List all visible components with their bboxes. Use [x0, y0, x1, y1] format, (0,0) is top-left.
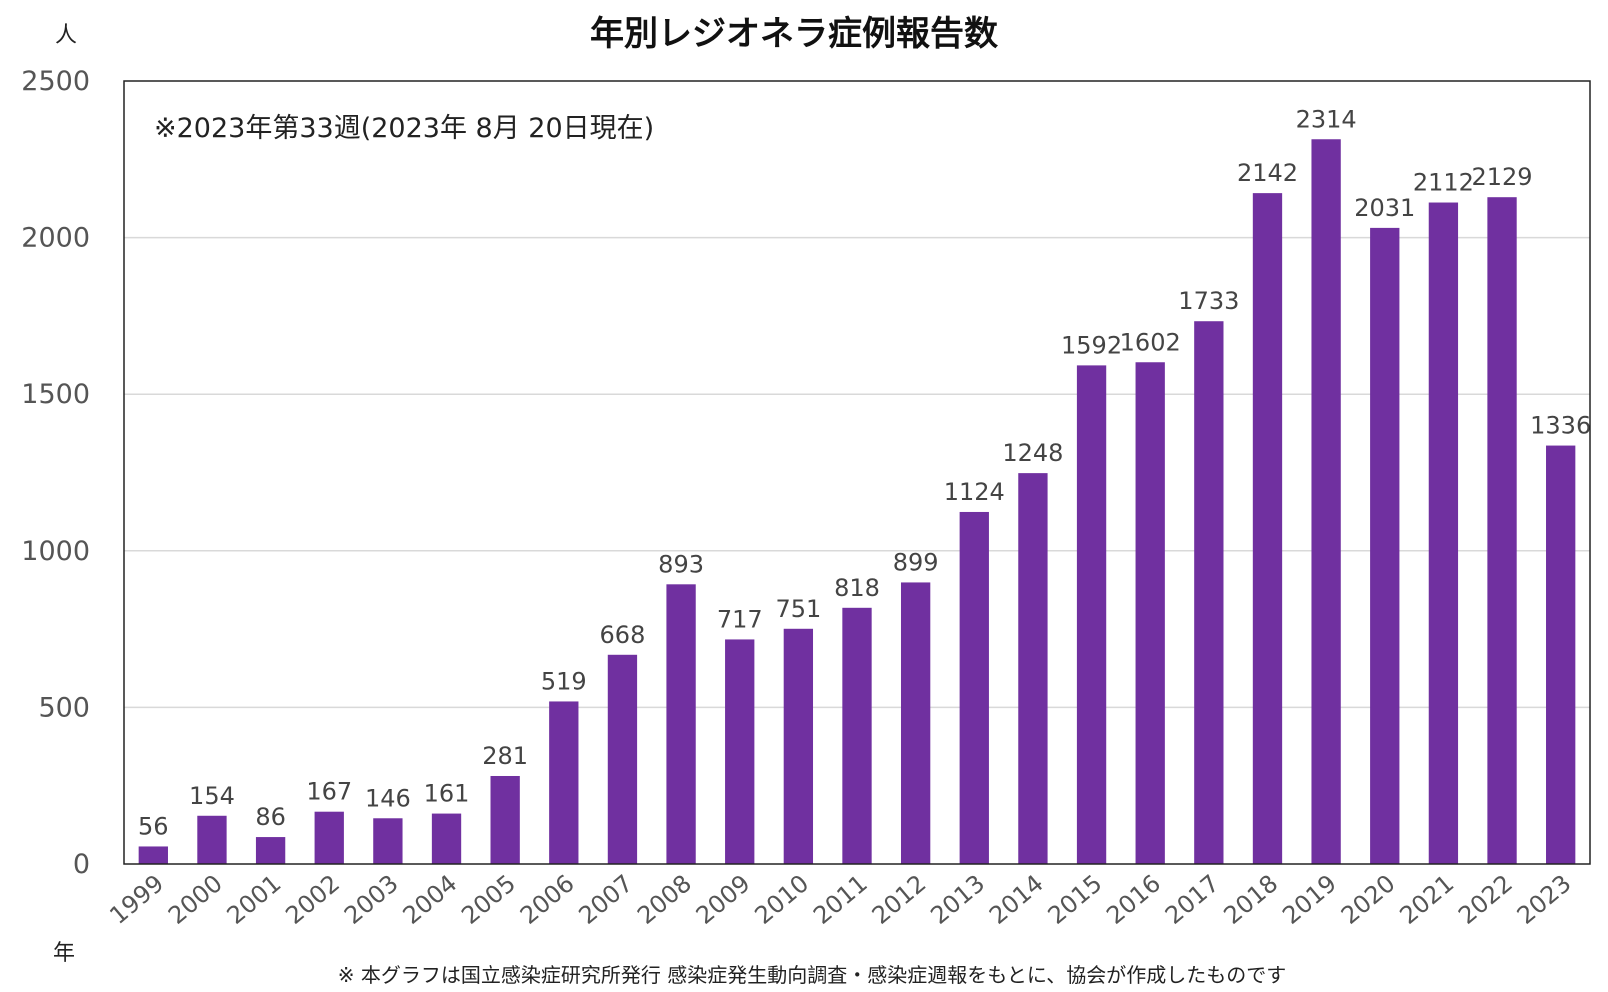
x-tick-label: 2005 — [456, 869, 521, 930]
x-tick-label: 2004 — [398, 869, 463, 930]
x-tick-label: 2009 — [691, 869, 756, 930]
chart-note: ※2023年第33週(2023年 8月 20日現在) — [154, 113, 654, 144]
bar-2016 — [1135, 362, 1165, 864]
bar-2023 — [1546, 445, 1576, 864]
y-axis-ticks: 0 500 1000 1500 2000 2500 — [21, 66, 90, 880]
bar-2002 — [314, 811, 344, 864]
x-tick-label: 2007 — [574, 869, 639, 930]
bar-2008 — [666, 584, 696, 864]
x-tick-label: 2017 — [1160, 869, 1225, 930]
data-label-2020: 2031 — [1354, 194, 1415, 222]
chart-title: 年別レジオネラ症例報告数 — [590, 14, 998, 54]
bar-2021 — [1428, 202, 1459, 864]
bar-2022 — [1487, 197, 1517, 864]
data-label-2014: 1248 — [1002, 439, 1063, 467]
bar-2011 — [842, 607, 872, 864]
x-tick-label: 2014 — [984, 869, 1049, 930]
y-tick-label: 0 — [73, 849, 90, 880]
x-tick-label: 2012 — [867, 869, 932, 930]
x-tick-label: 2003 — [339, 869, 404, 930]
bar-2020 — [1370, 227, 1400, 864]
x-tick-label: 2021 — [1394, 869, 1459, 930]
data-label-2004: 161 — [424, 780, 470, 808]
y-tick-label: 2500 — [21, 66, 90, 97]
x-tick-label: 2023 — [1512, 869, 1577, 930]
data-label-2008: 893 — [658, 550, 704, 578]
data-label-2011: 818 — [834, 574, 880, 602]
bar-2012 — [900, 582, 931, 864]
bar-2009 — [725, 639, 755, 864]
x-tick-label: 2008 — [632, 869, 697, 930]
bar-2018 — [1252, 193, 1283, 864]
x-tick-label: 2013 — [925, 869, 990, 930]
data-label-2010: 751 — [775, 595, 821, 623]
bar-1999 — [138, 846, 168, 864]
x-tick-label: 2011 — [808, 869, 873, 930]
y-tick-label: 1500 — [21, 379, 90, 410]
x-axis-unit-label: 年 — [53, 941, 75, 966]
bar-2003 — [373, 818, 403, 864]
data-label-2006: 519 — [541, 667, 587, 695]
data-labels: 56 154 86 167 146 161 281 519 668 893 717 751 818 899… — [138, 105, 1591, 840]
y-tick-label: 500 — [38, 692, 90, 723]
bar-2004 — [431, 813, 462, 864]
x-tick-label: 2015 — [1043, 869, 1108, 930]
x-tick-label: 2006 — [515, 869, 580, 930]
bar-2019 — [1311, 139, 1341, 865]
x-tick-label: 2010 — [749, 869, 814, 930]
data-label-2021: 2112 — [1413, 169, 1474, 197]
x-tick-label: 2022 — [1453, 869, 1518, 930]
data-label-2023: 1336 — [1530, 412, 1591, 440]
y-axis-unit-label: 人 — [55, 23, 77, 48]
data-label-2018: 2142 — [1237, 159, 1298, 187]
data-label-2009: 717 — [717, 605, 763, 633]
data-label-2022: 2129 — [1472, 163, 1533, 191]
data-label-2005: 281 — [482, 742, 528, 770]
bar-2007 — [607, 654, 638, 864]
plot-frame — [123, 80, 1591, 865]
bar-2014 — [1018, 473, 1048, 864]
bar-2015 — [1076, 365, 1107, 864]
data-label-2019: 2314 — [1296, 105, 1357, 133]
bar-2000 — [197, 815, 227, 864]
x-tick-label: 2001 — [222, 869, 287, 930]
data-label-2016: 1602 — [1120, 328, 1181, 356]
y-tick-label: 2000 — [21, 223, 90, 254]
bar-2010 — [783, 628, 814, 864]
x-tick-label: 2018 — [1219, 869, 1284, 930]
x-tick-label: 2020 — [1336, 869, 1401, 930]
data-label-2000: 154 — [189, 782, 235, 810]
y-tick-label: 1000 — [21, 536, 90, 567]
x-axis-ticks: 1999200020012002200320042005200620072008… — [104, 869, 1576, 930]
data-label-2017: 1733 — [1178, 287, 1239, 315]
data-label-2007: 668 — [600, 621, 646, 649]
data-label-2012: 899 — [893, 548, 939, 576]
data-label-2001: 86 — [255, 803, 286, 831]
bar-2017 — [1194, 321, 1224, 865]
bars — [138, 139, 1576, 865]
x-tick-label: 2016 — [1101, 869, 1166, 930]
bar-2001 — [255, 837, 286, 864]
data-label-2003: 146 — [365, 784, 411, 812]
data-label-2002: 167 — [306, 778, 352, 806]
x-tick-label: 1999 — [104, 869, 169, 930]
x-tick-label: 2002 — [280, 869, 345, 930]
bar-2006 — [549, 701, 579, 864]
bar-2005 — [490, 775, 520, 864]
bar-2013 — [959, 511, 989, 864]
source-note: ※ 本グラフは国立感染症研究所発行 感染症発生動向調査・感染症週報をもとに、協会… — [338, 963, 1286, 987]
x-tick-label: 2019 — [1277, 869, 1342, 930]
x-tick-label: 2000 — [163, 869, 228, 930]
data-label-2013: 1124 — [944, 478, 1005, 506]
data-label-2015: 1592 — [1061, 331, 1122, 359]
data-label-1999: 56 — [138, 812, 169, 840]
